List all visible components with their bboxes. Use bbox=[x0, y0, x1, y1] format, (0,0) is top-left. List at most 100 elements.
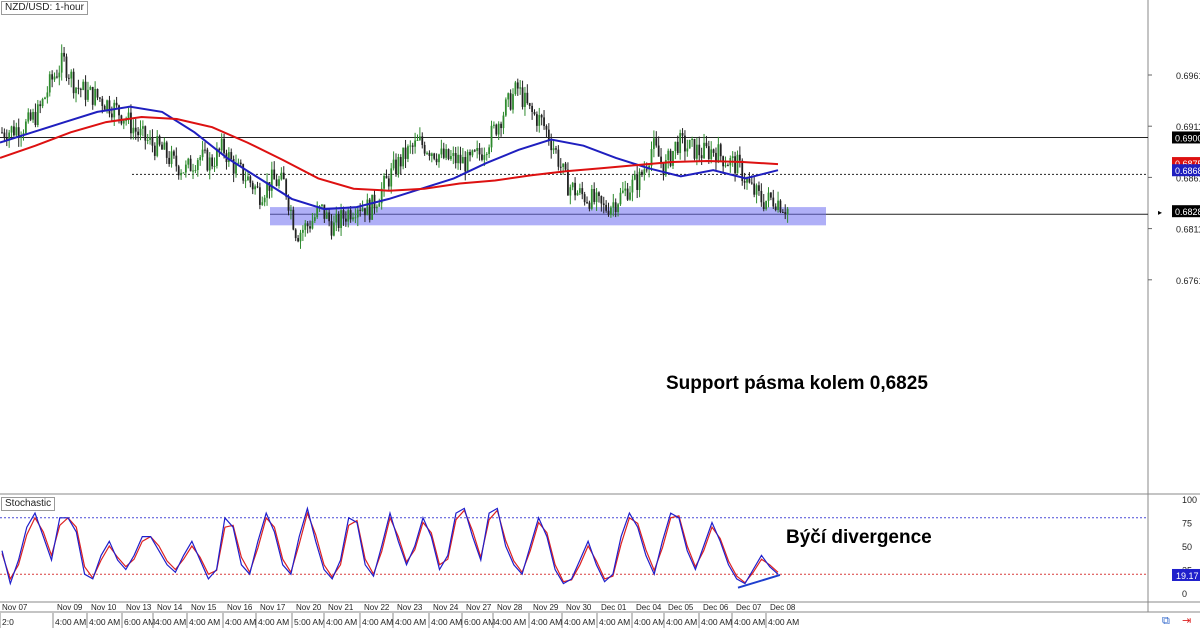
candle bbox=[440, 139, 443, 159]
candle bbox=[385, 169, 388, 179]
candle-body bbox=[650, 149, 653, 166]
date-label: Nov 28 bbox=[497, 603, 523, 612]
candle-body bbox=[526, 92, 529, 104]
candle-body bbox=[41, 98, 44, 107]
candle bbox=[306, 221, 309, 234]
candle-body bbox=[705, 142, 708, 147]
axis-tag-bg bbox=[1172, 131, 1200, 144]
candle bbox=[567, 162, 569, 196]
candle bbox=[538, 107, 541, 133]
candle-layer bbox=[1, 44, 789, 249]
candle-body bbox=[681, 133, 684, 136]
candle-body bbox=[734, 156, 736, 174]
candle bbox=[275, 173, 278, 187]
candle-body bbox=[473, 150, 476, 152]
candle bbox=[278, 175, 280, 189]
candle-body bbox=[643, 169, 646, 175]
candle-body bbox=[91, 86, 94, 105]
candle-body bbox=[118, 105, 120, 116]
candle-body bbox=[507, 93, 510, 100]
candle-body bbox=[359, 209, 362, 211]
candle-body bbox=[621, 190, 624, 193]
candle-body bbox=[48, 74, 51, 93]
candle-body bbox=[84, 81, 87, 100]
candle-body bbox=[72, 71, 75, 94]
candle bbox=[108, 95, 111, 118]
candle-body bbox=[344, 218, 347, 222]
candle bbox=[786, 206, 789, 223]
candle bbox=[258, 182, 261, 210]
candle bbox=[256, 181, 259, 189]
candle-body bbox=[232, 159, 235, 174]
candle-body bbox=[516, 82, 519, 89]
date-label: Nov 20 bbox=[296, 603, 322, 612]
candle-body bbox=[727, 165, 729, 167]
candle-body bbox=[156, 136, 159, 156]
candle-body bbox=[715, 152, 717, 163]
candle-body bbox=[58, 72, 61, 78]
candle-body bbox=[361, 208, 364, 211]
candle-body bbox=[1, 132, 3, 134]
date-label: Nov 24 bbox=[433, 603, 459, 612]
candle-body bbox=[211, 157, 214, 167]
candle bbox=[130, 104, 132, 140]
candle bbox=[323, 204, 326, 223]
candle bbox=[189, 155, 192, 172]
candle bbox=[32, 108, 34, 123]
candle bbox=[610, 205, 612, 218]
candle bbox=[170, 145, 173, 168]
candle-body bbox=[423, 144, 426, 154]
sma-100-line bbox=[0, 105, 779, 211]
candle bbox=[705, 135, 708, 149]
candle bbox=[552, 140, 555, 155]
candle-body bbox=[521, 87, 524, 107]
candle bbox=[404, 139, 407, 168]
layers-icon[interactable]: ⧉ bbox=[1162, 615, 1170, 627]
candle bbox=[67, 74, 70, 85]
candle-body bbox=[137, 131, 140, 136]
candle bbox=[53, 72, 56, 82]
candle-body bbox=[321, 204, 323, 206]
time-label: 4:00 AM bbox=[431, 617, 462, 627]
candle bbox=[199, 155, 202, 166]
candle-body bbox=[433, 153, 436, 159]
candle bbox=[418, 127, 421, 141]
candle bbox=[712, 148, 715, 157]
stoch-k-line bbox=[1, 506, 779, 586]
candle-body bbox=[626, 188, 629, 200]
candle bbox=[235, 154, 237, 178]
candle-body bbox=[736, 154, 739, 174]
candle-body bbox=[108, 100, 111, 114]
time-label: 4:00 AM bbox=[326, 617, 357, 627]
candle-body bbox=[481, 154, 483, 160]
candle bbox=[144, 125, 147, 150]
candle-body bbox=[82, 81, 85, 90]
date-label: Nov 21 bbox=[328, 603, 354, 612]
date-label: Dec 04 bbox=[636, 603, 662, 612]
candle bbox=[58, 65, 61, 86]
candle-body bbox=[378, 203, 381, 207]
candle bbox=[621, 181, 624, 194]
candle bbox=[784, 204, 787, 220]
candle-body bbox=[34, 111, 37, 126]
candle-body bbox=[127, 112, 130, 121]
candle-body bbox=[10, 126, 13, 133]
candle-body bbox=[593, 189, 596, 202]
candle-body bbox=[65, 56, 68, 78]
date-label: Nov 07 bbox=[2, 603, 28, 612]
candle bbox=[220, 133, 223, 154]
candle-body bbox=[387, 178, 390, 187]
candle bbox=[633, 170, 636, 181]
candle bbox=[330, 213, 333, 240]
candle bbox=[407, 144, 409, 163]
candle bbox=[476, 140, 479, 159]
candle bbox=[347, 206, 350, 228]
candle bbox=[533, 109, 536, 116]
candle-body bbox=[660, 156, 662, 163]
candle bbox=[84, 75, 87, 107]
candle bbox=[674, 141, 677, 160]
candle-body bbox=[347, 210, 350, 222]
candle bbox=[521, 80, 524, 110]
time-label: 4:00 AM bbox=[701, 617, 732, 627]
arrow-right-icon[interactable]: ⇥ bbox=[1182, 615, 1192, 627]
